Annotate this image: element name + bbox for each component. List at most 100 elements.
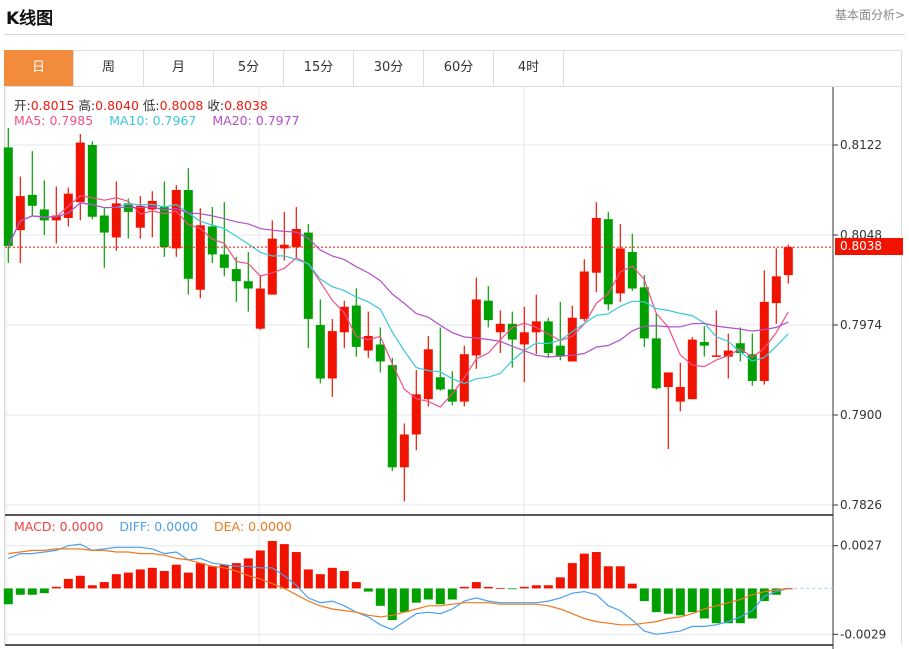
candle-body: [723, 350, 733, 357]
candle-body: [255, 288, 265, 329]
candle-body: [567, 317, 577, 362]
candle-body: [375, 344, 385, 362]
candle-body: [435, 377, 445, 390]
macd-legend: MACD: 0.0000 DIFF: 0.0000 DEA: 0.0000: [14, 519, 292, 534]
macd-bar: [375, 588, 385, 606]
chart-frame: [4, 50, 902, 645]
tab-month[interactable]: 月: [144, 50, 214, 86]
header-divider: [4, 34, 905, 35]
macd-bar: [423, 588, 433, 600]
macd-bar: [483, 586, 493, 589]
macd-bar: [243, 558, 253, 589]
candle-body: [651, 338, 661, 389]
macd-bar: [495, 587, 505, 589]
macd-bar: [627, 583, 637, 589]
tab-week[interactable]: 周: [74, 50, 144, 86]
dea-value: DEA: 0.0000: [214, 519, 292, 534]
ohlc-legend: 开:0.8015 高:0.8040 低:0.8008 收:0.8038: [14, 95, 268, 114]
tab-30min[interactable]: 30分: [354, 50, 424, 86]
candle-body: [543, 321, 553, 353]
candle-body: [195, 225, 205, 290]
tab-4hour[interactable]: 4时: [494, 50, 564, 86]
macd-bar: [507, 588, 517, 590]
price-tick-label: 0.7974: [840, 318, 882, 332]
macd-bar: [435, 588, 445, 605]
macd-bar: [531, 585, 541, 589]
price-tick-label: 0.7826: [840, 498, 882, 512]
candle-body: [591, 217, 601, 273]
candle-body: [291, 228, 301, 248]
macd-bar: [219, 564, 229, 589]
macd-bar: [411, 588, 421, 603]
candle-body: [135, 205, 145, 228]
candle-body: [711, 355, 721, 357]
candle-body: [771, 276, 781, 304]
macd-bar: [519, 586, 529, 589]
macd-bar: [327, 567, 337, 589]
macd-bar: [735, 588, 745, 624]
candle-body: [495, 323, 505, 333]
price-tick-label: 0.7900: [840, 408, 882, 422]
tab-day[interactable]: 日: [4, 50, 74, 86]
macd-bar: [279, 544, 289, 589]
tab-5min[interactable]: 5分: [214, 50, 284, 86]
macd-bar: [207, 566, 217, 589]
candle-body: [579, 271, 589, 319]
macd-tick-label: 0.0027: [840, 539, 882, 553]
macd-tick-label: -0.0029: [840, 627, 886, 641]
ma20-line: [7, 202, 789, 358]
macd-bar: [615, 566, 625, 589]
macd-value: MACD: 0.0000: [14, 519, 104, 534]
macd-bar: [699, 588, 709, 619]
close-value: 0.8038: [224, 98, 268, 113]
low-value: 0.8008: [159, 98, 204, 113]
ma20-value: MA20: 0.7977: [212, 113, 300, 128]
ma5-line: [7, 194, 789, 408]
candle-body: [471, 299, 481, 356]
macd-bar: [303, 569, 313, 589]
candle-body: [363, 335, 373, 351]
candle-body: [555, 345, 565, 357]
candle-body: [447, 389, 457, 402]
candle-body: [39, 209, 49, 221]
macd-bar: [687, 588, 697, 613]
candle-body: [411, 394, 421, 435]
candle-body: [315, 325, 325, 379]
tab-60min[interactable]: 60分: [424, 50, 494, 86]
fundamental-analysis-link[interactable]: 基本面分析>: [834, 8, 905, 22]
candle-body: [231, 269, 241, 282]
macd-bar: [579, 553, 589, 589]
macd-bar: [639, 588, 649, 602]
candle-body: [207, 226, 217, 255]
macd-bar: [351, 582, 361, 589]
macd-bar: [543, 585, 553, 589]
macd-bar: [111, 574, 121, 589]
macd-bar: [15, 588, 25, 595]
macd-bar: [747, 588, 757, 619]
macd-bar: [147, 567, 157, 589]
macd-bar: [663, 588, 673, 614]
candle-body: [675, 387, 685, 402]
candle-body: [519, 332, 529, 345]
macd-bar: [387, 588, 397, 621]
high-label: 高:: [78, 98, 96, 113]
candle-body: [327, 331, 337, 379]
tab-15min[interactable]: 15分: [284, 50, 354, 86]
macd-bar: [3, 588, 13, 605]
close-label: 收:: [207, 98, 225, 113]
macd-bar: [759, 588, 769, 602]
candle-body: [75, 142, 85, 203]
macd-bar: [231, 563, 241, 589]
macd-bar: [39, 588, 49, 594]
macd-bar: [27, 588, 37, 595]
tabs-divider: [4, 86, 902, 87]
candle-body: [687, 339, 697, 400]
candle-body: [27, 194, 37, 206]
candle-body: [759, 301, 769, 381]
macd-bar: [567, 563, 577, 589]
candle-body: [3, 147, 13, 246]
candle-body: [387, 365, 397, 468]
macd-bar: [267, 540, 277, 589]
macd-bar: [183, 572, 193, 589]
